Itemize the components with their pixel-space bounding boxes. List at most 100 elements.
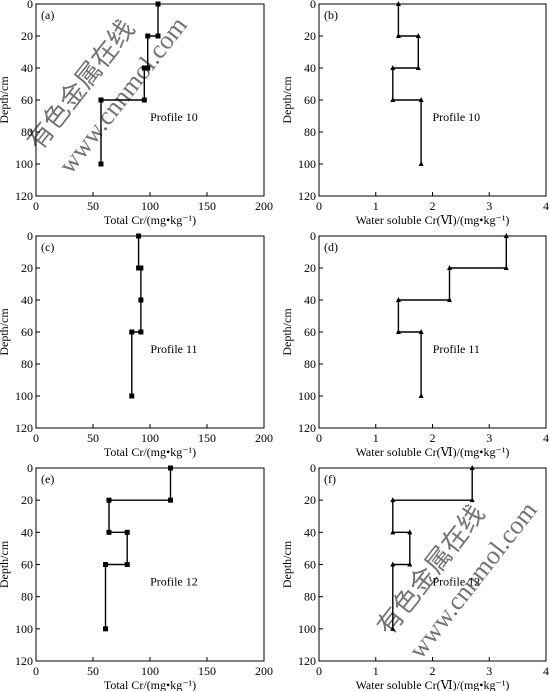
- x-axis-label: Total Cr/(mg•kg⁻¹): [104, 445, 196, 459]
- series-line: [131, 236, 142, 396]
- y-tick-label: 0: [27, 461, 33, 475]
- panel-label: (f): [324, 472, 336, 486]
- data-point: [145, 33, 151, 39]
- y-tick-label: 80: [21, 125, 33, 139]
- x-tick-label: 150: [198, 199, 216, 213]
- y-tick-label: 40: [304, 293, 316, 307]
- profile-annotation: Profile 11: [150, 342, 197, 356]
- y-tick-label: 80: [21, 357, 33, 371]
- y-tick-label: 100: [15, 622, 33, 636]
- y-axis-label: Depth/cm: [0, 76, 11, 124]
- y-tick-label: 20: [304, 493, 316, 507]
- data-point: [415, 33, 421, 38]
- data-point: [469, 497, 475, 503]
- y-tick-label: 20: [21, 493, 33, 507]
- data-point: [390, 561, 396, 567]
- y-tick-label: 40: [21, 293, 33, 307]
- data-point: [395, 329, 401, 334]
- series-line: [397, 236, 507, 396]
- data-point: [138, 297, 144, 303]
- panel-label: (c): [41, 240, 54, 254]
- data-point: [447, 265, 453, 270]
- y-tick-label: 20: [21, 261, 33, 275]
- profile-annotation: Profile 12: [432, 575, 480, 589]
- x-tick-label: 100: [141, 431, 159, 445]
- data-point: [129, 393, 135, 399]
- data-point: [418, 393, 424, 398]
- data-point: [124, 529, 130, 535]
- y-tick-label: 40: [304, 525, 316, 539]
- data-point: [168, 465, 174, 471]
- data-point: [390, 529, 396, 535]
- data-point: [418, 161, 424, 166]
- data-point: [103, 626, 109, 632]
- y-tick-label: 80: [21, 590, 33, 604]
- plot-frame: [35, 235, 265, 429]
- y-tick-label: 40: [304, 61, 316, 75]
- data-point: [136, 233, 142, 239]
- y-tick-label: 100: [15, 157, 33, 171]
- x-tick-label: 1: [373, 664, 379, 678]
- data-point: [395, 297, 401, 302]
- y-tick-label: 60: [21, 325, 33, 339]
- chart-panel-c: 0 50 100 150 200 0 20 40 60 80 100 120 Total Cr/(mg•…: [0, 229, 273, 459]
- x-tick-label: 4: [543, 431, 549, 445]
- x-axis-label: Water soluble Cr(Ⅵ)/(mg•kg⁻¹): [356, 445, 510, 459]
- x-tick-label: 200: [255, 199, 273, 213]
- x-tick-label: 0: [316, 664, 322, 678]
- y-tick-label: 20: [304, 261, 316, 275]
- y-tick-label: 100: [15, 389, 33, 403]
- y-tick-label: 80: [304, 357, 316, 371]
- y-tick-label: 20: [304, 29, 316, 43]
- data-point: [390, 497, 396, 503]
- y-tick-label: 0: [27, 229, 33, 243]
- data-point: [418, 329, 424, 334]
- data-point: [124, 562, 130, 567]
- y-axis-label: Depth/cm: [0, 308, 11, 356]
- y-tick-label: 100: [298, 157, 316, 171]
- y-axis-label: Depth/cm: [280, 540, 294, 588]
- profile-annotation: Profile 11: [433, 342, 480, 356]
- y-tick-label: 80: [304, 590, 316, 604]
- x-tick-label: 150: [198, 664, 216, 678]
- plot-frame: [318, 3, 547, 197]
- x-tick-label: 0: [316, 199, 322, 213]
- y-tick-label: 0: [27, 0, 33, 11]
- x-tick-label: 50: [87, 199, 99, 213]
- x-tick-label: 100: [141, 664, 159, 678]
- data-point: [407, 529, 413, 535]
- y-tick-label: 120: [298, 654, 316, 668]
- data-point: [395, 33, 401, 38]
- x-tick-label: 0: [316, 431, 322, 445]
- x-axis-label: Water soluble Cr(Ⅵ)/(mg•kg⁻¹): [356, 678, 510, 691]
- data-point: [106, 529, 112, 535]
- data-point: [141, 65, 147, 71]
- panel-label: (e): [41, 472, 54, 486]
- x-tick-label: 150: [198, 431, 216, 445]
- y-tick-label: 0: [310, 229, 316, 243]
- plot-frame: [35, 467, 265, 662]
- data-point: [155, 1, 161, 7]
- data-point: [447, 297, 453, 302]
- profile-annotation: Profile 10: [432, 110, 480, 124]
- panel-label: (b): [324, 8, 338, 22]
- y-axis-label: Depth/cm: [0, 540, 11, 588]
- data-point: [141, 97, 147, 103]
- y-tick-label: 60: [21, 93, 33, 107]
- y-tick-label: 60: [304, 93, 316, 107]
- x-tick-label: 4: [543, 199, 549, 213]
- data-point: [390, 625, 396, 631]
- y-tick-label: 20: [21, 29, 33, 43]
- chart-panel-e: 0 50 100 150 200 0 20 40 60 80 100 120 Total Cr/(mg•…: [0, 461, 273, 691]
- series-line: [392, 468, 473, 629]
- x-tick-label: 50: [87, 431, 99, 445]
- data-point: [390, 65, 396, 70]
- x-tick-label: 200: [255, 431, 273, 445]
- y-tick-label: 120: [15, 654, 33, 668]
- x-tick-label: 0: [33, 431, 39, 445]
- x-tick-label: 1: [373, 431, 379, 445]
- profile-annotation: Profile 12: [150, 575, 198, 589]
